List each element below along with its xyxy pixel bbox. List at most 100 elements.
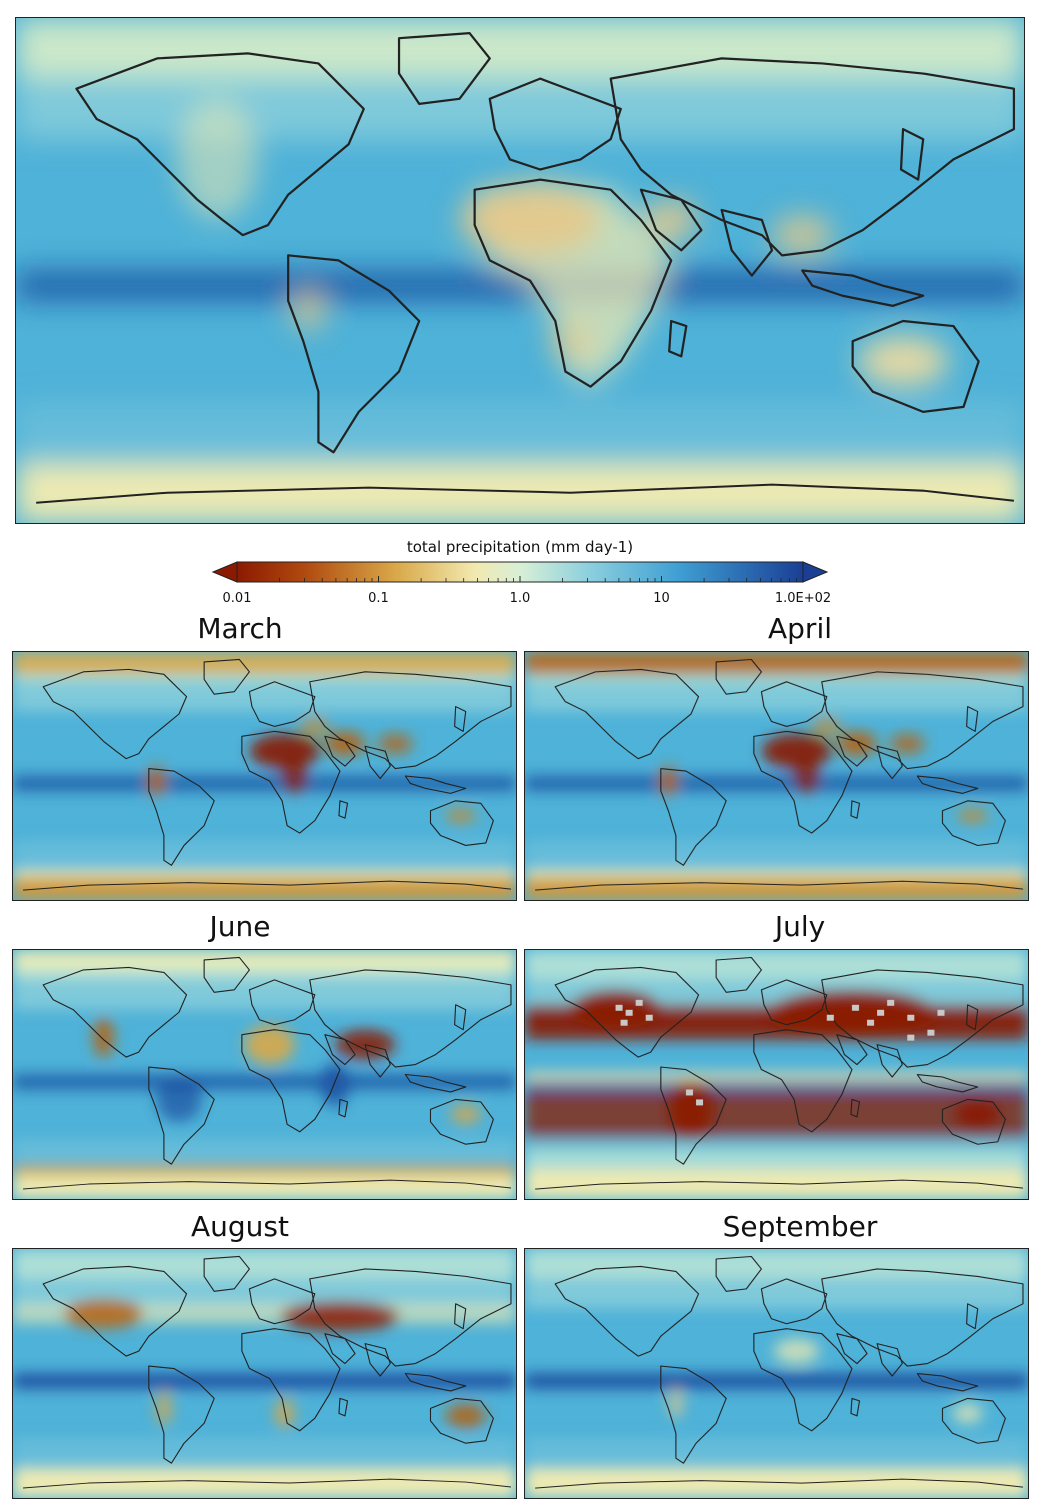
coastline-africa: [473, 178, 673, 388]
missing-data-cell: [907, 1014, 915, 1021]
colorbar-tick-3: 10: [653, 591, 670, 606]
eurasia-very-dry: [766, 989, 938, 1040]
missing-data-cell: [937, 1009, 945, 1016]
coastline-antarctica: [535, 880, 1024, 891]
coastline-australia: [941, 1397, 1006, 1444]
coastline-europe: [760, 979, 828, 1026]
coastline-australia: [941, 1098, 1006, 1145]
coastline-india: [364, 1343, 391, 1377]
coastline-northAmerica: [42, 668, 188, 760]
map-annual-svg: [16, 18, 1024, 523]
coastline-antarctica: [23, 1478, 512, 1489]
missing-data-cell: [877, 1009, 885, 1016]
colorbar-title: total precipitation (mm day-1): [406, 538, 634, 556]
amazon-wet: [156, 1076, 202, 1122]
coastline-australia: [429, 800, 494, 846]
title-april: April: [768, 612, 832, 645]
title-march: March: [197, 612, 283, 645]
precip-field: [525, 1249, 1028, 1498]
coastline-asia: [309, 1268, 512, 1367]
east-africa-wet: [319, 1062, 351, 1107]
coastline-antarctica: [36, 483, 1015, 504]
coastline-japan: [966, 1004, 979, 1031]
map-april: [524, 651, 1029, 901]
coastline-antarctica: [23, 880, 512, 891]
coastline-southAmerica: [660, 1066, 727, 1165]
map-august-svg: [13, 1249, 516, 1498]
australia-mid-dry: [957, 808, 988, 824]
china-very-dry: [377, 733, 413, 754]
coastline-europe: [248, 1278, 316, 1325]
arabia-dry: [646, 199, 697, 241]
precip-field: [13, 950, 516, 1199]
sahara-very-dry: [249, 733, 320, 769]
coastline-southAmerica: [148, 768, 215, 866]
map-august: [12, 1248, 517, 1499]
coastline-greenland: [203, 1255, 250, 1292]
precip-field: [525, 950, 1028, 1199]
missing-data-cell: [867, 1019, 875, 1026]
coastline-australia: [851, 319, 980, 414]
mideast-dry: [811, 716, 842, 737]
australia-very-dry: [955, 1101, 1001, 1127]
missing-data-cell: [635, 999, 643, 1006]
colorbar-bar: [211, 561, 829, 583]
coastline-greenland: [715, 956, 762, 993]
andes-dry: [659, 766, 678, 796]
coastline-arabia: [836, 1034, 868, 1066]
arctic-band: [525, 1249, 1028, 1279]
itcz-band: [13, 1074, 516, 1090]
missing-data-cell: [685, 1089, 694, 1096]
coastline-asia: [609, 57, 1016, 257]
southern-storm-band: [13, 840, 516, 871]
coastline-greenland: [203, 956, 250, 993]
coastline-northAmerica: [42, 966, 188, 1058]
map-march-svg: [13, 652, 516, 900]
missing-data-cell: [927, 1029, 935, 1036]
sahara-dry: [459, 184, 601, 256]
na-west-dry: [177, 98, 258, 220]
coastline-southAmerica: [148, 1365, 215, 1464]
coastline-southAmerica: [660, 768, 727, 866]
andes-dry: [156, 1390, 172, 1426]
coastline-australia: [429, 1098, 494, 1145]
sa-very-dry: [668, 1079, 714, 1140]
coastline-arabia: [324, 735, 356, 767]
colorbar-tick-4: 1.0E+02: [774, 591, 832, 606]
coastline-africa: [753, 1029, 853, 1133]
coastline-europe: [760, 681, 828, 727]
coastline-madagascar: [850, 800, 861, 819]
coastline-antarctica: [23, 1179, 512, 1190]
coastline-indonesia: [404, 775, 467, 794]
precip-field: [13, 1249, 516, 1498]
coastline-madagascar: [338, 1397, 349, 1417]
southern-storm-band: [16, 401, 1024, 463]
arctic-band: [13, 1249, 516, 1279]
missing-data-cell: [907, 1034, 915, 1041]
coastline-europe: [760, 1278, 828, 1325]
arctic-dry-band: [13, 652, 516, 675]
coastline-greenland: [715, 658, 762, 695]
colorbar-minor-ticks: [236, 576, 804, 582]
missing-data-cell: [645, 1014, 653, 1021]
coastline-arabia: [836, 1333, 868, 1365]
coastline-antarctica: [535, 1179, 1024, 1190]
coastline-asia: [309, 671, 512, 770]
map-july-svg: [525, 950, 1028, 1199]
missing-data-cell: [620, 1019, 628, 1026]
coastline-southAmerica: [287, 254, 421, 454]
coastline-greenland: [397, 32, 491, 105]
china-dry: [772, 214, 833, 256]
coastline-southAmerica: [148, 1066, 215, 1165]
title-august: August: [191, 1210, 289, 1243]
sahel-neutral: [773, 1338, 820, 1364]
coastline-india: [876, 1044, 903, 1078]
coastline-africa: [753, 1328, 853, 1432]
china-very-dry: [889, 733, 925, 754]
coastline-japan: [454, 1303, 467, 1330]
map-june: [12, 949, 517, 1200]
coastline-northAmerica: [42, 1265, 188, 1357]
australia-dry: [450, 1104, 481, 1125]
sh-dry-band: [525, 1089, 1028, 1140]
coastline-india: [876, 1343, 903, 1377]
